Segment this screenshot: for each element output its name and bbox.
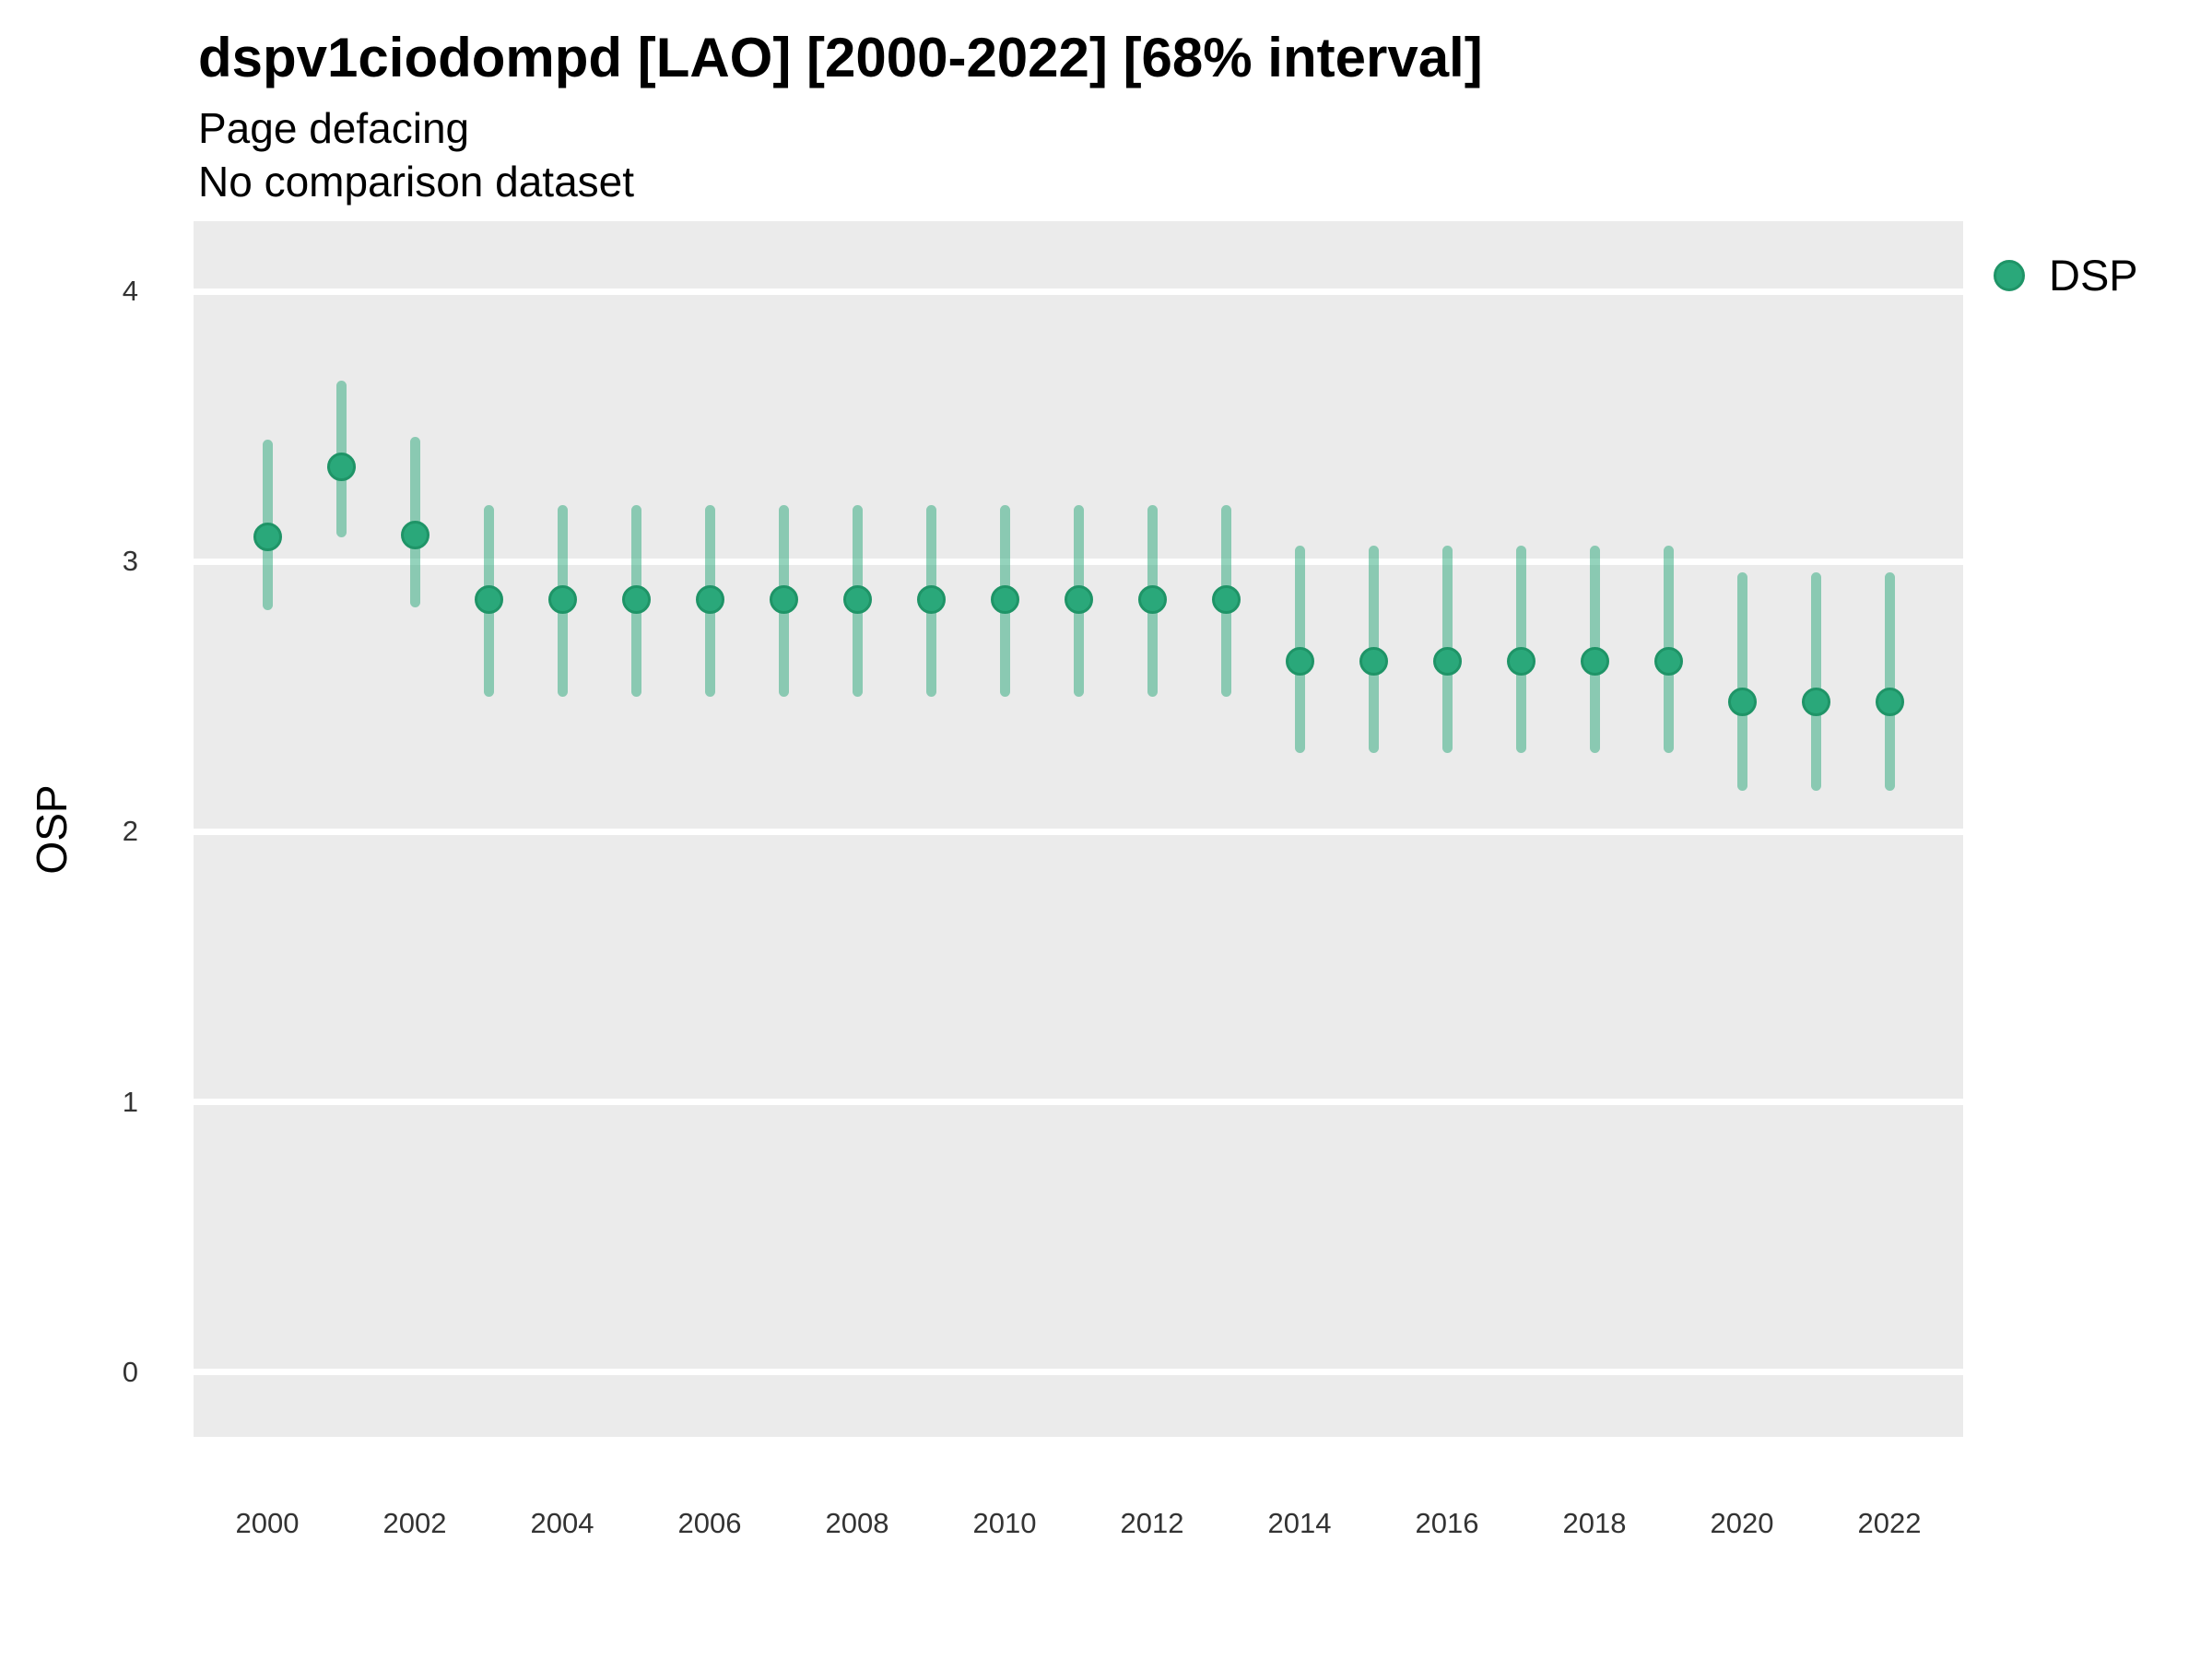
y-gridline [194, 828, 1963, 835]
legend-marker-icon [1994, 260, 2025, 291]
x-tick-label: 2002 [382, 1507, 447, 1539]
y-tick-label: 0 [122, 1355, 138, 1388]
data-point [916, 584, 946, 614]
x-tick-label: 2012 [1120, 1507, 1184, 1539]
y-tick-label: 1 [122, 1085, 138, 1118]
chart-subtitle-line1: Page defacing [198, 104, 470, 152]
data-point [769, 584, 798, 614]
chart-title: dspv1ciodompd [LAO] [2000-2022] [68% int… [198, 27, 1483, 88]
data-point [1285, 647, 1314, 677]
y-tick-label: 2 [122, 815, 138, 848]
data-point [1875, 688, 1904, 717]
data-point [695, 584, 724, 614]
y-gridline [194, 1369, 1963, 1376]
data-point [1727, 688, 1757, 717]
interval-bar [1810, 572, 1821, 792]
data-point [1801, 688, 1830, 717]
data-point [1137, 584, 1167, 614]
data-point [1653, 647, 1683, 677]
data-point [1580, 647, 1609, 677]
data-point [326, 453, 356, 482]
x-tick-label: 2016 [1415, 1507, 1479, 1539]
data-point [1064, 584, 1093, 614]
x-tick-label: 2006 [677, 1507, 742, 1539]
y-gridline [194, 1099, 1963, 1106]
data-point [400, 520, 429, 549]
x-tick-label: 2000 [235, 1507, 300, 1539]
plot-panel [194, 221, 1963, 1437]
y-gridline [194, 288, 1963, 295]
data-point [1359, 647, 1388, 677]
x-tick-label: 2014 [1267, 1507, 1332, 1539]
x-tick-label: 2022 [1857, 1507, 1922, 1539]
data-point [1506, 647, 1535, 677]
data-point [621, 584, 651, 614]
x-tick-label: 2010 [972, 1507, 1037, 1539]
data-point [253, 523, 282, 552]
x-tick-label: 2018 [1562, 1507, 1627, 1539]
legend: DSP [1994, 251, 2138, 300]
y-tick-label: 4 [122, 275, 138, 308]
chart-subtitle-line2: No comparison dataset [198, 158, 635, 206]
legend-label: DSP [2049, 251, 2138, 300]
data-point [1432, 647, 1462, 677]
interval-bar [1884, 572, 1895, 792]
data-point [1211, 584, 1241, 614]
x-tick-label: 2008 [825, 1507, 889, 1539]
data-point [547, 584, 577, 614]
data-point [990, 584, 1019, 614]
x-tick-label: 2020 [1710, 1507, 1774, 1539]
interval-bar [1736, 572, 1747, 792]
x-tick-label: 2004 [530, 1507, 594, 1539]
data-point [842, 584, 872, 614]
y-tick-label: 3 [122, 545, 138, 578]
data-point [474, 584, 503, 614]
